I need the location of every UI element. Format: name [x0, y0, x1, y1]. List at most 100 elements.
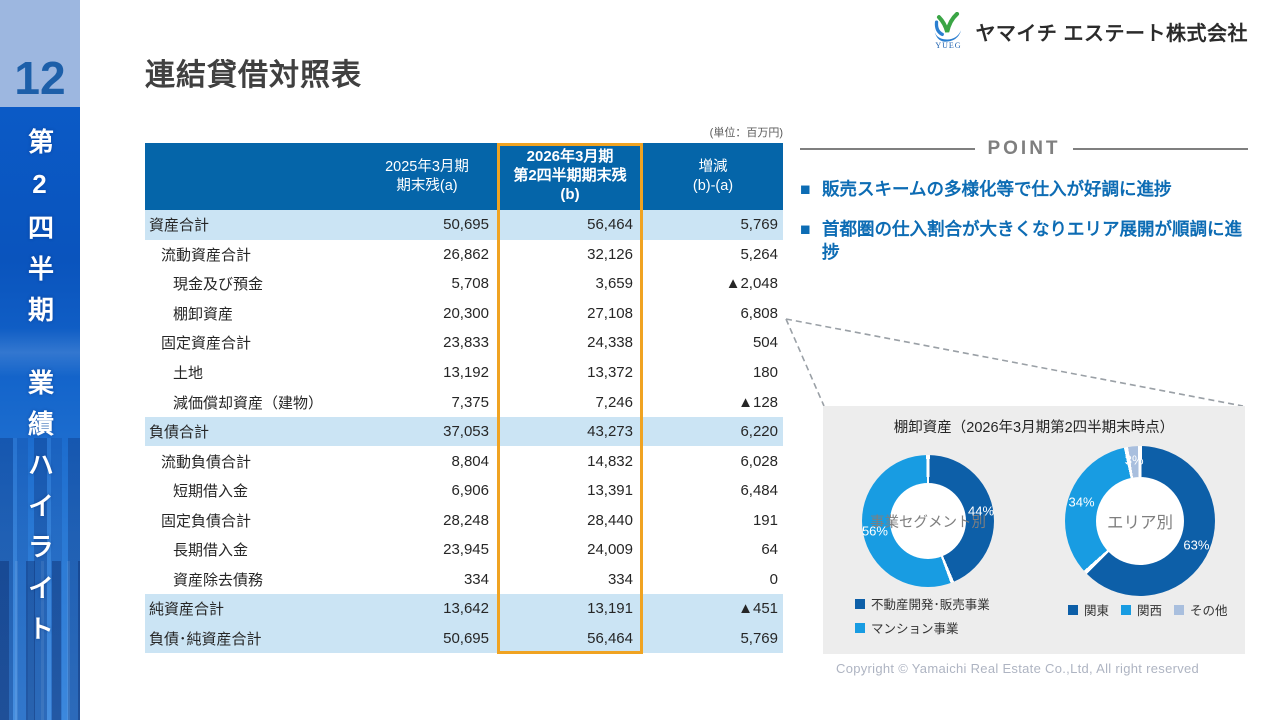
value-diff: 504 [752, 334, 778, 352]
value-prev: 26,862 [443, 245, 489, 263]
value-current: 56,464 [587, 629, 633, 647]
table-row: 流動資産合計 26,862 32,126 5,264 [145, 239, 783, 270]
header-cell-prev-period: 2025年3月期 期末残(a) [385, 159, 469, 194]
value-current: 334 [607, 570, 633, 588]
bullet-text: 販売スキームの多様化等で仕入が好調に進捗 [822, 179, 1172, 199]
value-prev: 50,695 [443, 629, 489, 647]
value-current: 7,246 [595, 393, 633, 411]
donut-hole: 事業セグメント別 [870, 483, 986, 559]
table-row: 長期借入金 23,945 24,009 64 [145, 535, 783, 565]
donut-hole: エリア別 [1096, 477, 1184, 565]
donut-percent-label: 44% [968, 503, 995, 519]
inventory-chart-box: 棚卸資産（2026年3月期第2四半期末時点） 事業セグメント別 44% 56% エ… [823, 406, 1245, 654]
unit-note: (単位：百万円) [709, 127, 783, 139]
value-diff: 6,028 [740, 452, 778, 470]
legend-item: 関西 [1121, 600, 1162, 619]
value-diff: ▲128 [738, 393, 778, 411]
table-row: 短期借入金 6,906 13,391 6,484 [145, 475, 783, 506]
row-label: 現金及び預金 [173, 276, 264, 294]
legend-area: 関東 関西 その他 [1068, 600, 1228, 619]
value-current: 24,009 [587, 541, 633, 559]
sidebar: 12 第2四半期 業績ハイライト [0, 0, 80, 720]
value-current: 3,659 [595, 275, 633, 293]
row-label: 減価償却資産（建物） [173, 394, 324, 412]
point-rule-left [800, 148, 976, 150]
row-label: 純資産合計 [149, 601, 225, 619]
value-current: 32,126 [587, 245, 633, 263]
point-list: ■ 販売スキームの多様化等で仕入が好調に進捗 ■ 首都圏の仕入割合が大きくなりエリア展… [800, 178, 1248, 265]
value-current: 13,391 [587, 482, 633, 500]
row-label: 土地 [173, 365, 204, 382]
table-row: 土地 13,192 13,372 180 [145, 357, 783, 388]
company-name: ヤマイチ エステート株式会社 [975, 22, 1248, 45]
page-number-block: 12 [0, 0, 80, 107]
value-diff: 5,264 [740, 245, 778, 263]
value-diff: 6,808 [740, 304, 778, 322]
value-current: 13,372 [587, 364, 633, 381]
row-label: 資産除去債務 [173, 571, 264, 589]
legend-swatch-icon [855, 622, 865, 633]
table-row: 純資産合計 13,642 13,191 ▲451 [145, 594, 783, 624]
row-label: 短期借入金 [173, 483, 249, 501]
value-diff: 191 [752, 511, 778, 529]
chart-title: 棚卸資産（2026年3月期第2四半期末時点） [893, 420, 1175, 436]
bullet-text: 首都圏の仕入割合が大きくなりエリア展開が順調に進捗 [822, 218, 1242, 263]
value-diff: 0 [769, 570, 778, 588]
donut-center-label: エリア別 [1107, 514, 1173, 532]
legend-segment: 不動産開発･販売事業 マンション事業 [855, 594, 990, 637]
row-label: 固定資産合計 [161, 335, 252, 353]
value-current: 56,464 [587, 216, 633, 234]
table-row: 固定資産合計 23,833 24,338 504 [145, 328, 783, 358]
value-current: 43,273 [587, 423, 633, 441]
table-row: 流動負債合計 8,804 14,832 6,028 [145, 446, 783, 476]
table-row: 資産合計 50,695 56,464 5,769 [145, 210, 783, 240]
row-label: 長期借入金 [173, 542, 249, 560]
value-prev: 28,248 [443, 511, 489, 529]
donut-chart-area: エリア別 63% 34% 3% [1065, 446, 1215, 596]
row-label: 棚卸資産 [173, 305, 234, 323]
legend-item: 不動産開発･販売事業 [855, 594, 990, 613]
copyright-text: Copyright © Yamaichi Real Estate Co.,Ltd… [836, 661, 1200, 676]
value-prev: 6,906 [451, 482, 489, 500]
value-diff: 180 [752, 364, 778, 381]
legend-label: 関東 [1084, 604, 1110, 618]
table-header-row: 2025年3月期 期末残(a) 2026年3月期 第2四半期期末残 (b) 増減… [145, 143, 783, 210]
sidebar-label-highlight: 業績ハイライト [24, 369, 55, 656]
legend-label: 関西 [1137, 604, 1163, 618]
point-bullet: ■ 首都圏の仕入割合が大きくなりエリア展開が順調に進捗 [800, 218, 1248, 265]
value-diff: 6,220 [740, 423, 778, 441]
value-current: 13,191 [587, 600, 633, 618]
company-logo-icon [934, 12, 962, 42]
value-prev: 23,833 [443, 334, 489, 352]
balance-table-body: 資産合計 50,695 56,464 5,769 流動資産合計 26,862 32,126 5… [145, 210, 783, 654]
logo-sub-text: YUEG [935, 41, 962, 50]
sidebar-cityscape-image [0, 107, 80, 720]
table-row: 現金及び預金 5,708 3,659 ▲2,048 [145, 269, 783, 299]
point-rule-right [1072, 148, 1248, 150]
row-label: 流動負債合計 [161, 453, 252, 471]
value-current: 24,338 [587, 334, 633, 352]
bullet-square-icon: ■ [800, 179, 811, 199]
table-row: 資産除去債務 334 334 0 [145, 564, 783, 595]
value-current: 14,832 [587, 452, 633, 470]
table-row: 棚卸資産 20,300 27,108 6,808 [145, 298, 783, 329]
point-bullet: ■ 販売スキームの多様化等で仕入が好調に進捗 [800, 178, 1248, 202]
table-row: 負債･純資産合計 50,695 56,464 5,769 [145, 623, 783, 654]
value-prev: 7,375 [451, 393, 489, 411]
legend-label: 不動産開発･販売事業 [871, 598, 990, 612]
value-prev: 37,053 [443, 423, 489, 441]
header-cell-diff: 増減 (b)-(a) [692, 159, 734, 194]
company-logo: YUEG ヤマイチ エステート株式会社 [930, 12, 1248, 50]
value-prev: 5,708 [451, 275, 489, 293]
value-prev: 20,300 [443, 304, 489, 322]
table-row: 固定負債合計 28,248 28,440 191 [145, 505, 783, 536]
legend-item: その他 [1174, 600, 1228, 619]
table-row: 負債合計 37,053 43,273 6,220 [145, 416, 783, 447]
value-current: 28,440 [587, 511, 633, 529]
row-label: 固定負債合計 [161, 512, 252, 530]
point-header: POINT [800, 138, 1248, 160]
row-label: 負債合計 [149, 424, 210, 442]
value-diff: ▲451 [738, 600, 778, 618]
value-prev: 23,945 [443, 541, 489, 559]
point-title: POINT [987, 138, 1061, 159]
